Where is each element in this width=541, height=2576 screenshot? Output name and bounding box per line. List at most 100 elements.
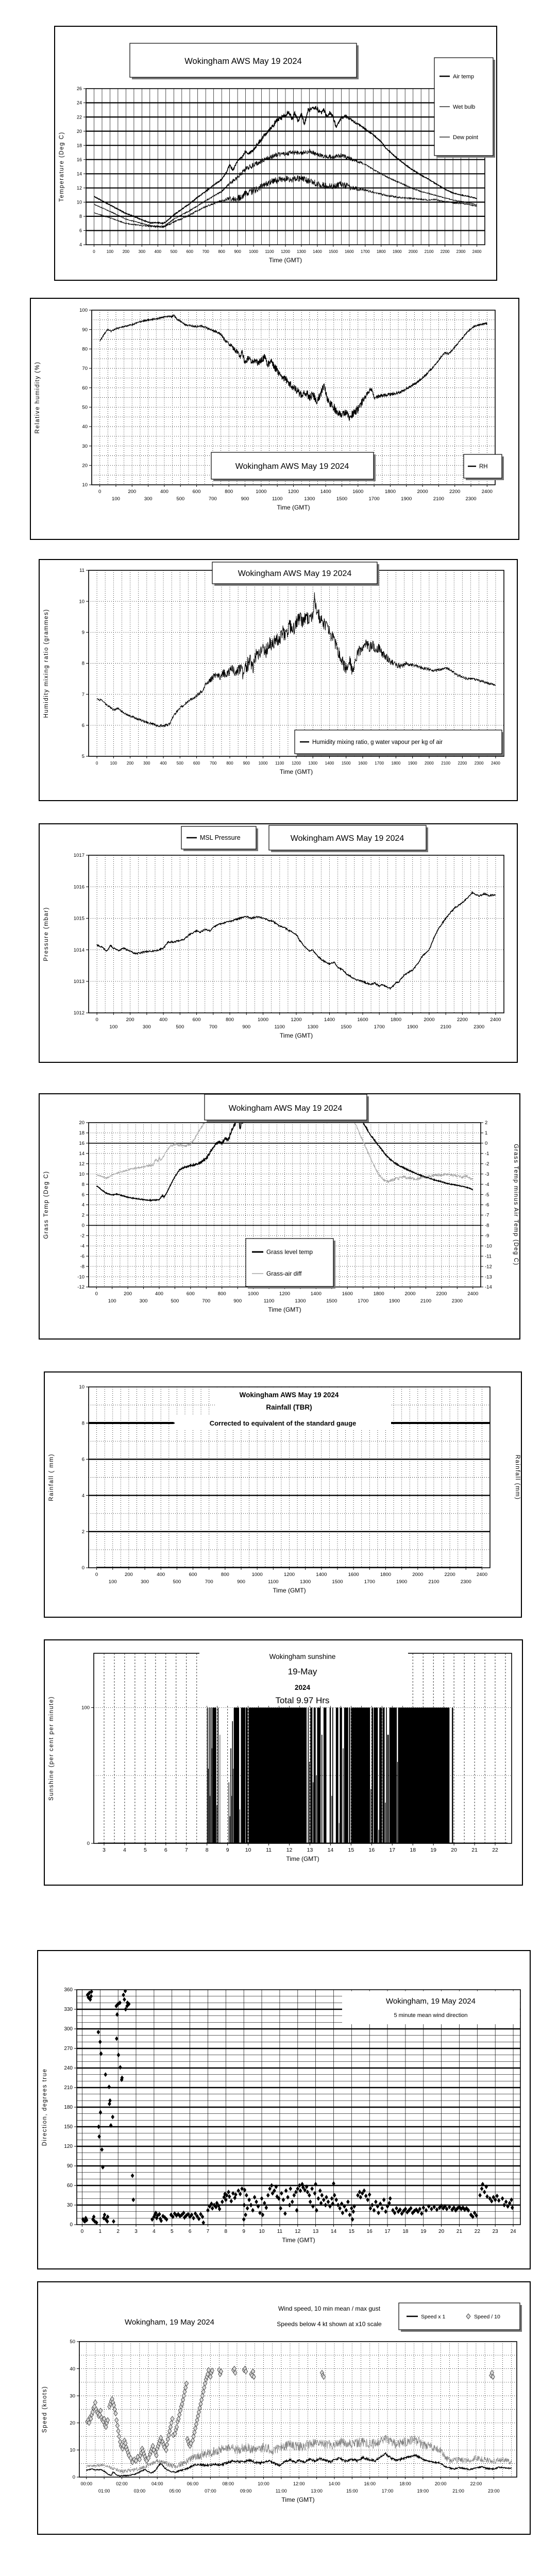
svg-text:400: 400 bbox=[160, 489, 168, 495]
svg-text:1100: 1100 bbox=[265, 249, 274, 254]
svg-text:1012: 1012 bbox=[74, 1010, 84, 1016]
svg-text:18: 18 bbox=[410, 1847, 416, 1853]
svg-text:09:00: 09:00 bbox=[240, 2488, 252, 2494]
svg-text:13: 13 bbox=[313, 2229, 319, 2234]
svg-text:MSL Pressure: MSL Pressure bbox=[200, 834, 241, 841]
svg-text:00:00: 00:00 bbox=[80, 2481, 92, 2486]
svg-text:500: 500 bbox=[176, 1024, 184, 1030]
svg-text:1500: 1500 bbox=[336, 496, 347, 502]
svg-text:14: 14 bbox=[77, 171, 82, 176]
grass-temperature-chart-panel: -12 -10 -8 -6 -4 -2 0 2 4 6 8 10 12 14 16 18 20 -14 -13 -12… bbox=[39, 1093, 520, 1340]
svg-text:500: 500 bbox=[176, 496, 184, 502]
svg-text:2300: 2300 bbox=[452, 1298, 463, 1304]
svg-text:Time (GMT): Time (GMT) bbox=[273, 1587, 306, 1594]
svg-text:-9: -9 bbox=[485, 1233, 489, 1239]
svg-text:Time (GMT): Time (GMT) bbox=[280, 768, 313, 775]
svg-text:100: 100 bbox=[79, 308, 88, 313]
svg-text:1600: 1600 bbox=[348, 1572, 359, 1578]
svg-text:0: 0 bbox=[485, 1141, 487, 1146]
svg-text:15:00: 15:00 bbox=[346, 2488, 358, 2494]
svg-text:19:00: 19:00 bbox=[417, 2488, 429, 2494]
svg-text:-7: -7 bbox=[485, 1213, 489, 1218]
svg-text:14: 14 bbox=[328, 1847, 334, 1853]
svg-text:1300: 1300 bbox=[295, 1298, 306, 1304]
svg-text:-3: -3 bbox=[485, 1172, 489, 1177]
svg-text:12:00: 12:00 bbox=[293, 2481, 305, 2486]
svg-text:2300: 2300 bbox=[474, 1024, 484, 1030]
svg-text:100: 100 bbox=[108, 1298, 116, 1304]
svg-text:05:00: 05:00 bbox=[169, 2488, 181, 2494]
svg-text:16: 16 bbox=[367, 2229, 373, 2234]
svg-text:Corrected to equivalent of the: Corrected to equivalent of the standard … bbox=[210, 1419, 357, 1427]
svg-text:200: 200 bbox=[125, 1572, 133, 1578]
svg-text:1200: 1200 bbox=[279, 1291, 290, 1297]
svg-text:Time (GMT): Time (GMT) bbox=[280, 1032, 313, 1039]
svg-text:Humidity mixing ratio (grammes: Humidity mixing ratio (grammes) bbox=[43, 608, 49, 718]
svg-text:600: 600 bbox=[187, 1291, 195, 1297]
svg-text:300: 300 bbox=[144, 496, 153, 502]
svg-text:2300: 2300 bbox=[465, 496, 476, 502]
svg-text:1700: 1700 bbox=[364, 1579, 375, 1585]
svg-text:14: 14 bbox=[331, 2229, 337, 2234]
svg-text:06:00: 06:00 bbox=[187, 2481, 199, 2486]
svg-text:900: 900 bbox=[237, 1579, 245, 1585]
svg-text:6: 6 bbox=[82, 1192, 84, 1198]
svg-text:4: 4 bbox=[79, 242, 82, 247]
svg-text:18: 18 bbox=[79, 1130, 84, 1136]
decorations: Wokingham AWS May 19 2024 Air temp Wet bul… bbox=[129, 43, 495, 158]
svg-text:0: 0 bbox=[98, 489, 101, 495]
svg-text:2200: 2200 bbox=[458, 761, 467, 766]
svg-text:2: 2 bbox=[485, 1120, 487, 1126]
svg-text:Wokingham AWS May 19 2024: Wokingham AWS May 19 2024 bbox=[184, 57, 301, 66]
svg-text:1500: 1500 bbox=[341, 1024, 351, 1030]
svg-text:Grass Temp (Deg C): Grass Temp (Deg C) bbox=[43, 1171, 49, 1239]
svg-text:800: 800 bbox=[218, 249, 225, 254]
svg-text:30: 30 bbox=[67, 2202, 73, 2208]
svg-text:11: 11 bbox=[277, 2229, 283, 2234]
axis-labels: 0 10 20 30 40 50 00:00 01:00 02:00 03:00 04:00 05:0… bbox=[42, 2339, 500, 2503]
svg-text:400: 400 bbox=[159, 1017, 167, 1023]
svg-text:Speed x 1: Speed x 1 bbox=[421, 2314, 445, 2320]
svg-text:1400: 1400 bbox=[313, 249, 322, 254]
svg-text:1015: 1015 bbox=[74, 916, 84, 922]
svg-text:-13: -13 bbox=[485, 1274, 492, 1280]
svg-text:2000: 2000 bbox=[404, 1291, 415, 1297]
svg-text:RH: RH bbox=[479, 464, 488, 470]
svg-text:Time (GMT): Time (GMT) bbox=[281, 2496, 314, 2503]
svg-text:22: 22 bbox=[475, 2229, 481, 2234]
svg-text:20: 20 bbox=[70, 2420, 75, 2426]
sunshine-chart-panel: 0 100 3 4 5 6 7 8 9 10 11 12 13 14 15 16 17 18 19 20 21 22 Tim… bbox=[44, 1639, 523, 1886]
svg-text:1700: 1700 bbox=[361, 249, 370, 254]
svg-text:240: 240 bbox=[64, 2065, 73, 2071]
plot-border bbox=[79, 2341, 517, 2478]
svg-text:4: 4 bbox=[82, 1202, 84, 1208]
svg-text:13: 13 bbox=[307, 1847, 313, 1853]
svg-text:2: 2 bbox=[82, 1213, 84, 1218]
decorations: Wokingham, 19 May 2024 Wind speed, 10 min… bbox=[125, 2302, 522, 2332]
svg-text:0: 0 bbox=[73, 2475, 75, 2480]
svg-text:Rainfall (mm): Rainfall (mm) bbox=[514, 1455, 520, 1500]
svg-text:800: 800 bbox=[221, 1572, 229, 1578]
svg-text:1600: 1600 bbox=[352, 489, 363, 495]
svg-text:Speeds below 4 kt shown at x10: Speeds below 4 kt shown at x10 scale bbox=[277, 2320, 382, 2328]
svg-text:800: 800 bbox=[226, 1017, 234, 1023]
svg-text:1400: 1400 bbox=[316, 1572, 327, 1578]
svg-text:1500: 1500 bbox=[342, 761, 351, 766]
svg-text:600: 600 bbox=[187, 249, 194, 254]
svg-text:12: 12 bbox=[295, 2229, 301, 2234]
svg-text:8: 8 bbox=[206, 1847, 209, 1853]
svg-text:1900: 1900 bbox=[393, 249, 402, 254]
svg-text:13:00: 13:00 bbox=[311, 2488, 323, 2494]
svg-text:Wokingham sunshine: Wokingham sunshine bbox=[269, 1653, 336, 1660]
svg-text:600: 600 bbox=[189, 1572, 197, 1578]
svg-text:0: 0 bbox=[96, 761, 98, 766]
svg-text:1000: 1000 bbox=[259, 761, 268, 766]
svg-text:10: 10 bbox=[259, 2229, 265, 2234]
svg-text:100: 100 bbox=[109, 1024, 117, 1030]
svg-text:300: 300 bbox=[64, 2026, 73, 2032]
svg-text:16:00: 16:00 bbox=[364, 2481, 376, 2486]
svg-text:5 minute mean wind direction: 5 minute mean wind direction bbox=[394, 2012, 467, 2019]
svg-text:15: 15 bbox=[348, 1847, 354, 1853]
